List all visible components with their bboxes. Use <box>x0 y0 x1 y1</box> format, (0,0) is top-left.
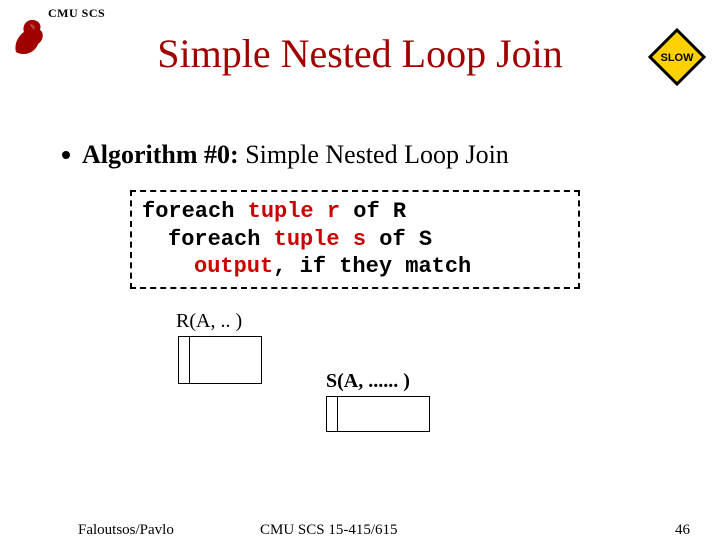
slide-title: Simple Nested Loop Join <box>0 30 720 77</box>
bullet-line: Algorithm #0: Simple Nested Loop Join <box>62 140 509 170</box>
pseudocode-box: foreach tuple r of R foreach tuple s of … <box>130 190 580 289</box>
relation-R-label: R(A, .. ) <box>176 310 242 333</box>
relation-R-shape <box>178 336 262 384</box>
header-label: CMU SCS <box>48 6 105 21</box>
bullet-dot-icon <box>62 151 70 159</box>
code-line-2: foreach tuple s of S <box>142 226 568 254</box>
code-3a: output <box>194 254 273 279</box>
relation-S-label: S(A, ...... ) <box>326 370 410 393</box>
code-line-1: foreach tuple r of R <box>142 198 568 226</box>
code-line-3: output, if they match <box>142 253 568 281</box>
footer-authors: Faloutsos/Pavlo <box>78 522 174 539</box>
code-1b: tuple r <box>248 199 340 224</box>
code-2c: of S <box>366 227 432 252</box>
table-column-divider <box>337 397 338 431</box>
code-3b: , if they match <box>273 254 471 279</box>
bullet-rest: Simple Nested Loop Join <box>239 140 509 169</box>
table-column-divider <box>189 337 190 383</box>
bullet-lead: Algorithm #0: <box>82 140 239 169</box>
code-1c: of R <box>340 199 406 224</box>
relation-S-shape <box>326 396 430 432</box>
code-1a: foreach <box>142 199 248 224</box>
footer-page-number: 46 <box>675 522 690 539</box>
footer-course: CMU SCS 15-415/615 <box>260 522 398 539</box>
code-2a: foreach <box>168 227 274 252</box>
code-2b: tuple s <box>274 227 366 252</box>
